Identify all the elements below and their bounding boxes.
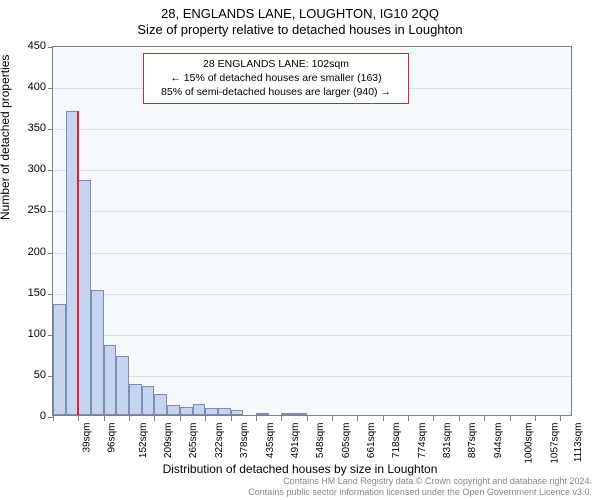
x-tick-mark <box>332 416 333 421</box>
x-tick-label: 661sqm <box>366 423 377 459</box>
x-tick-mark <box>383 416 384 421</box>
histogram-bar <box>167 405 180 415</box>
x-tick-mark <box>129 416 130 421</box>
y-tick-label: 100 <box>16 328 46 340</box>
y-tick-label: 150 <box>16 287 46 299</box>
histogram-bar <box>193 404 206 416</box>
y-tick-label: 450 <box>16 40 46 52</box>
y-tick-mark <box>48 47 53 48</box>
x-tick-label: 944sqm <box>493 423 504 459</box>
histogram-bar <box>142 386 155 415</box>
gridline-h <box>53 129 571 130</box>
histogram-bar <box>180 407 193 415</box>
x-tick-label: 39sqm <box>82 423 93 453</box>
x-tick-label: 718sqm <box>391 423 402 459</box>
histogram-bar <box>91 290 104 415</box>
histogram-bar <box>78 180 91 415</box>
x-tick-label: 265sqm <box>189 423 200 459</box>
x-tick-label: 1113sqm <box>573 423 584 463</box>
gridline-h <box>53 211 571 212</box>
x-tick-mark <box>281 416 282 421</box>
x-tick-mark <box>433 416 434 421</box>
x-tick-label: 435sqm <box>265 423 276 459</box>
chart-container: 28, ENGLANDS LANE, LOUGHTON, IG10 2QQ Si… <box>0 0 600 500</box>
histogram-bar <box>104 345 117 415</box>
x-tick-mark <box>510 416 511 421</box>
gridline-h <box>53 170 571 171</box>
x-tick-mark <box>256 416 257 421</box>
x-tick-mark <box>78 416 79 421</box>
gridline-h <box>53 376 571 377</box>
y-tick-label: 350 <box>16 122 46 134</box>
x-tick-label: 1000sqm <box>524 423 535 464</box>
y-tick-label: 300 <box>16 163 46 175</box>
footer-line1: Contains HM Land Registry data © Crown c… <box>248 476 592 487</box>
x-tick-label: 831sqm <box>442 423 453 459</box>
x-tick-label: 152sqm <box>138 423 149 459</box>
y-axis-label: Number of detached properties <box>0 55 12 220</box>
x-tick-label: 1057sqm <box>549 423 560 464</box>
annotation-box: 28 ENGLANDS LANE: 102sqm ← 15% of detach… <box>143 53 409 104</box>
histogram-bar <box>256 413 269 415</box>
histogram-bar <box>154 394 167 415</box>
chart-title-line1: 28, ENGLANDS LANE, LOUGHTON, IG10 2QQ <box>0 0 600 21</box>
x-tick-label: 378sqm <box>239 423 250 459</box>
x-tick-mark <box>560 416 561 421</box>
subject-marker-line <box>77 111 79 415</box>
x-tick-label: 605sqm <box>341 423 352 459</box>
histogram-bar <box>205 408 218 415</box>
x-tick-mark <box>104 416 105 421</box>
x-tick-mark <box>459 416 460 421</box>
y-tick-label: 50 <box>16 369 46 381</box>
x-tick-label: 774sqm <box>417 423 428 459</box>
annotation-line1: 28 ENGLANDS LANE: 102sqm <box>150 57 402 71</box>
plot-area: 39sqm96sqm152sqm209sqm265sqm322sqm378sqm… <box>52 46 572 416</box>
histogram-bar <box>116 356 129 415</box>
x-tick-mark <box>535 416 536 421</box>
gridline-h <box>53 253 571 254</box>
x-tick-label: 96sqm <box>107 423 118 453</box>
y-tick-mark <box>48 211 53 212</box>
footer-line2: Contains public sector information licen… <box>248 487 592 498</box>
x-tick-mark <box>154 416 155 421</box>
y-tick-label: 200 <box>16 246 46 258</box>
annotation-line2: ← 15% of detached houses are smaller (16… <box>150 71 402 85</box>
histogram-bar <box>231 410 244 415</box>
x-tick-label: 209sqm <box>163 423 174 459</box>
x-tick-mark <box>307 416 308 421</box>
x-tick-mark <box>180 416 181 421</box>
x-tick-label: 548sqm <box>315 423 326 459</box>
y-tick-label: 0 <box>16 410 46 422</box>
histogram-bar <box>294 413 307 415</box>
x-tick-mark <box>205 416 206 421</box>
histogram-bar <box>218 408 231 415</box>
histogram-bar <box>281 413 294 415</box>
chart-wrap: 39sqm96sqm152sqm209sqm265sqm322sqm378sqm… <box>52 46 572 416</box>
y-tick-mark <box>48 170 53 171</box>
x-tick-mark <box>408 416 409 421</box>
y-tick-label: 400 <box>16 81 46 93</box>
footer-attribution: Contains HM Land Registry data © Crown c… <box>248 476 592 499</box>
x-tick-mark <box>231 416 232 421</box>
x-tick-mark <box>357 416 358 421</box>
y-tick-label: 250 <box>16 204 46 216</box>
chart-title-line2: Size of property relative to detached ho… <box>0 21 600 37</box>
gridline-h <box>53 335 571 336</box>
x-tick-label: 887sqm <box>468 423 479 459</box>
y-tick-mark <box>48 88 53 89</box>
y-tick-mark <box>48 253 53 254</box>
x-tick-mark <box>484 416 485 421</box>
x-axis-label: Distribution of detached houses by size … <box>0 462 600 476</box>
gridline-h <box>53 294 571 295</box>
x-tick-label: 322sqm <box>214 423 225 459</box>
annotation-line3: 85% of semi-detached houses are larger (… <box>150 85 402 99</box>
histogram-bar <box>129 384 142 415</box>
x-tick-label: 491sqm <box>290 423 301 459</box>
x-tick-mark <box>53 416 54 421</box>
y-tick-mark <box>48 129 53 130</box>
y-tick-mark <box>48 294 53 295</box>
histogram-bar <box>53 304 66 415</box>
